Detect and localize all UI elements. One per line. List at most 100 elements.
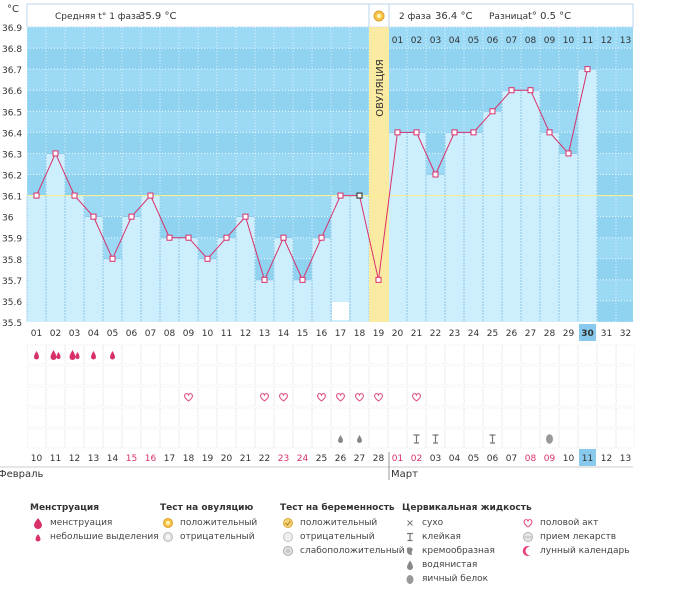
cervical-sticky-icon <box>489 434 496 444</box>
row-cell <box>179 407 198 428</box>
cycle-day-label: 08 <box>164 329 176 339</box>
row-cell <box>331 407 350 428</box>
cycle-day-labels: 01 02 03 04 05 06 07 08 09 10 11 12 13 14 15 16 17 18 19 20… <box>31 324 631 341</box>
legend-item: лунный календарь <box>520 544 630 558</box>
cycle-day-label: 02 <box>50 329 61 339</box>
legend-item: половой акт <box>520 516 630 530</box>
row-cell <box>521 428 540 449</box>
row-cell <box>426 344 445 365</box>
row-cell <box>198 386 217 407</box>
row-cell <box>65 428 84 449</box>
legend-item: небольшие выделения <box>30 530 159 544</box>
row-cell <box>350 365 369 386</box>
row-cell <box>502 365 521 386</box>
temperature-point <box>394 129 401 136</box>
row-cell <box>274 344 293 365</box>
temperature-bar <box>198 258 217 322</box>
heart-icon <box>355 393 364 402</box>
calendar-date-label: 13 <box>620 454 631 464</box>
row-cell <box>84 407 103 428</box>
row-cell <box>521 365 540 386</box>
row-cell <box>578 407 597 428</box>
row-cell <box>407 407 426 428</box>
menstruation-light-icon <box>110 351 115 360</box>
row-cell <box>616 386 635 407</box>
calendar-date-label: 11 <box>50 454 61 464</box>
row-cell <box>160 344 179 365</box>
cycle-day-label: 27 <box>525 329 536 339</box>
temperature-point <box>584 66 591 73</box>
phase2-day-label: 10 <box>563 36 575 46</box>
cycle-day-label: 12 <box>240 329 251 339</box>
row-cell <box>293 344 312 365</box>
menstruation-heavy-icon <box>69 350 76 360</box>
legend-cervical: Цервикальная жидкость сухо клейкая кремо… <box>402 502 532 586</box>
temperature-bar <box>445 132 464 322</box>
calendar-date-label: 14 <box>107 454 119 464</box>
row-cell <box>521 344 540 365</box>
cycle-day-label: 32 <box>620 329 631 339</box>
cycle-day-label: 04 <box>88 329 100 339</box>
row-cell <box>483 365 502 386</box>
row-cell <box>616 407 635 428</box>
row-cell <box>464 428 483 449</box>
temperature-point <box>33 192 40 199</box>
calendar-date-label: 23 <box>278 454 289 464</box>
cervical-creamy-icon <box>402 545 418 557</box>
row-cell <box>65 344 84 365</box>
grid-stripe <box>27 69 633 91</box>
row-cell <box>160 428 179 449</box>
temperature-bar <box>540 132 559 322</box>
row-cell <box>388 365 407 386</box>
phase2-day-label: 09 <box>544 36 556 46</box>
legend-pregnancy-title: Тест на беременность <box>280 503 395 513</box>
y-tick-label: 36 <box>2 214 14 224</box>
row-cell <box>274 386 293 407</box>
row-cell <box>65 386 84 407</box>
row-cell <box>179 344 198 365</box>
row-cell <box>179 428 198 449</box>
moon-cell <box>332 302 349 320</box>
y-tick-label: 36.2 <box>2 172 22 182</box>
cervical-watery-icon <box>357 435 362 443</box>
calendar-date-label: 12 <box>69 454 80 464</box>
temperature-point <box>527 87 534 94</box>
row-cell <box>122 386 141 407</box>
temperature-point <box>299 276 306 283</box>
temperature-bar <box>27 195 46 322</box>
temperature-point <box>185 234 192 241</box>
calendar-date-label: 05 <box>468 454 479 464</box>
row-cell <box>559 428 578 449</box>
menstruation-heavy-icon <box>75 352 80 359</box>
menstruation-light-icon <box>34 351 39 360</box>
row-cell <box>426 407 445 428</box>
row-cell <box>597 344 616 365</box>
row-cell <box>559 407 578 428</box>
y-tick-label: 36.7 <box>2 66 22 76</box>
row-cell <box>274 407 293 428</box>
row-cell <box>179 386 198 407</box>
calendar-date-label: 09 <box>544 454 556 464</box>
heart-icon <box>279 393 288 402</box>
current-day-highlight <box>579 324 596 341</box>
row-cell <box>312 344 331 365</box>
cycle-day-label: 06 <box>126 329 138 339</box>
temperature-bar <box>388 132 407 322</box>
row-cell <box>103 428 122 449</box>
y-tick-label: 35.7 <box>2 277 22 287</box>
row-cell <box>27 365 46 386</box>
row-cell <box>255 386 274 407</box>
y-axis-ticks: 36.9 36.8 36.7 36.6 36.5 36.4 36.3 36.2 36.1 36 35… <box>2 24 22 329</box>
phase2-day-label: 01 <box>392 36 403 46</box>
cycle-day-label: 21 <box>411 329 422 339</box>
row-cell <box>217 407 236 428</box>
phase2-day-label: 13 <box>620 36 631 46</box>
temperature-bar <box>46 153 65 322</box>
row-cell <box>46 407 65 428</box>
temperature-bar <box>521 90 540 322</box>
intercourse-row <box>180 388 425 405</box>
row-cell <box>407 344 426 365</box>
temperature-point <box>337 192 344 199</box>
row-cell <box>350 344 369 365</box>
row-cell <box>84 428 103 449</box>
